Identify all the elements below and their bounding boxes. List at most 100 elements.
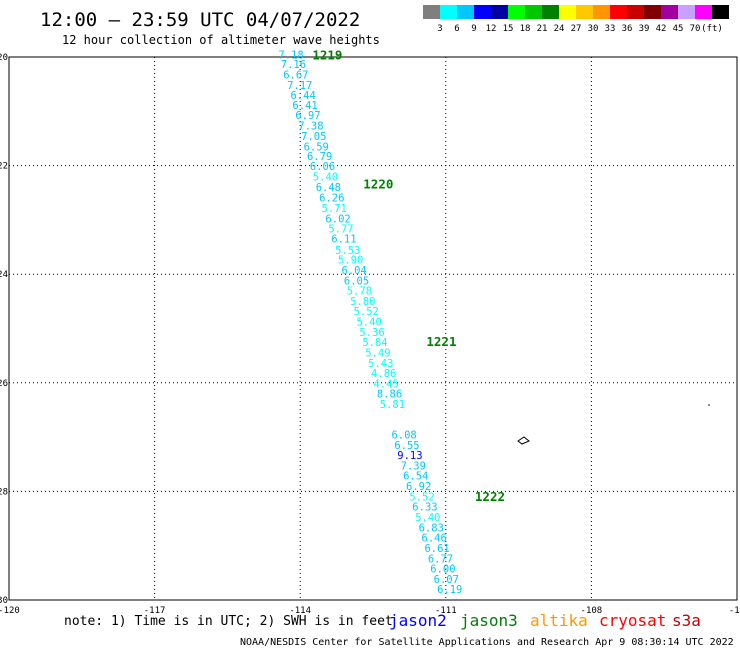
swh-value: 6.61 [424,543,449,555]
colorbar-swatch [457,5,474,19]
swh-value: 6.46 [422,533,447,545]
swh-value: 6.05 [344,275,369,287]
footer-credit: NOAA/NESDIS Center for Satellite Applica… [240,637,734,648]
swh-value: 5.53 [335,245,360,257]
swh-value: 6.08 [391,429,416,441]
colorbar-label: 30 [588,24,599,34]
island-dot [708,404,710,406]
colorbar-swatch [542,5,559,19]
swh-value: 6.77 [428,553,453,565]
swh-value: 8.86 [377,389,402,401]
colorbar-swatch [661,5,678,19]
swh-value: 7.16 [281,59,306,71]
swh-value: 6.44 [290,90,315,102]
lon-tick-label: -120 [0,606,20,616]
swh-value: 6.04 [341,265,366,277]
swh-value: 5.90 [338,255,363,267]
swh-value: 6.06 [310,161,335,173]
colorbar-label: 24 [554,24,565,34]
colorbar-label: 3 [437,24,442,34]
lat-tick-label: -20 [0,53,8,63]
pass-number-label: 1220 [363,177,393,192]
lat-tick-label: -28 [0,487,8,497]
swh-observations: 7.187.166.677.176.446.416.977.387.056.59… [278,49,462,596]
mission-label-altika: altika [530,611,588,630]
colorbar-label: 33 [605,24,616,34]
colorbar-swatch [644,5,661,19]
swh-value: 5.43 [368,358,393,370]
swh-value: 5.52 [354,306,379,318]
swh-value: 6.33 [412,502,437,514]
swh-value: 5.84 [362,337,387,349]
colorbar-label: 15 [503,24,514,34]
colorbar-label: 9 [471,24,476,34]
mission-label-jason2: jason2 [389,611,447,630]
swh-value: 5.36 [359,327,384,339]
swh-value: 6.26 [319,193,344,205]
colorbar-swatch [576,5,593,19]
colorbar-swatch [593,5,610,19]
swh-value: 6.07 [434,574,459,586]
swh-value: 6.97 [295,110,320,122]
pass-labels: 1219 1220 1221 1222 [312,47,505,503]
colorbar-swatch [712,5,729,19]
swh-value: 5.78 [347,286,372,298]
lat-tick-label: -24 [0,270,8,280]
pass-number-label: 1219 [312,47,342,62]
lon-tick-label: -108 [581,606,603,616]
swh-value: 7.18 [278,49,303,61]
wave-height-colorbar: 3 6 9 12 15 18 21 24 27 30 33 36 39 42 45 70 (ft) [423,5,729,34]
map-frame [8,56,738,601]
swh-value: 5.40 [313,172,338,184]
swh-value: 5.71 [322,203,347,215]
swh-value: 5.77 [328,224,353,236]
swh-value: 6.54 [403,471,428,483]
colorbar-swatch [610,5,627,19]
map-title: 12:00 – 23:59 UTC 04/07/2022 [40,9,360,31]
colorbar-label: 42 [656,24,667,34]
swh-value: 6.67 [283,69,308,81]
swh-value: 6.48 [316,182,341,194]
swh-value: 4.86 [371,368,396,380]
mission-label-cryosat: cryosat [599,611,666,630]
swh-value: 9.13 [397,450,422,462]
colorbar-swatch [474,5,491,19]
colorbar-label: 18 [520,24,531,34]
swh-value: 5.52 [409,491,434,503]
swh-value: 5.40 [356,317,381,329]
colorbar-swatch [627,5,644,19]
colorbar-label: 6 [454,24,459,34]
lat-tick-label: -22 [0,162,8,172]
swh-value: 7.39 [401,460,426,472]
colorbar-label: 70 [690,24,701,34]
pass-number-label: 1221 [426,334,456,349]
lon-tick-label: -111 [435,606,457,616]
swh-value: 6.92 [406,481,431,493]
swh-value: 6.41 [292,100,317,112]
mission-label-s3a: s3a [672,611,701,630]
lat-tick-label: -30 [0,596,8,606]
swh-value: 6.02 [325,213,350,225]
swh-value: 6.00 [430,564,455,576]
lon-tick-label: -10 [729,606,740,616]
swh-value: 5.80 [350,296,375,308]
swh-value: 7.17 [287,80,312,92]
colorbar-swatch [491,5,508,19]
lat-tick-label: -26 [0,379,8,389]
swh-value: 6.19 [437,584,462,596]
footer-note: note: 1) Time is in UTC; 2) SWH is in fe… [64,614,393,629]
map-subtitle: 12 hour collection of altimeter wave hei… [62,33,380,47]
colorbar-swatch [525,5,542,19]
colorbar-label: 12 [486,24,497,34]
colorbar-label: 39 [639,24,650,34]
swh-value: 5.40 [415,512,440,524]
axis-ticks: -120 -117 -114 -111 -108 -10 -20 -22 -24 -26 -28 -3… [0,53,740,616]
swh-value: 6.59 [304,142,329,154]
swh-value: 7.05 [301,131,326,143]
colorbar-swatch [440,5,457,19]
colorbar-swatch [678,5,695,19]
lon-tick-label: -114 [289,606,311,616]
lat-lon-grid [9,57,737,600]
swh-value: 6.11 [331,233,356,245]
swh-value: 5.81 [380,399,405,411]
